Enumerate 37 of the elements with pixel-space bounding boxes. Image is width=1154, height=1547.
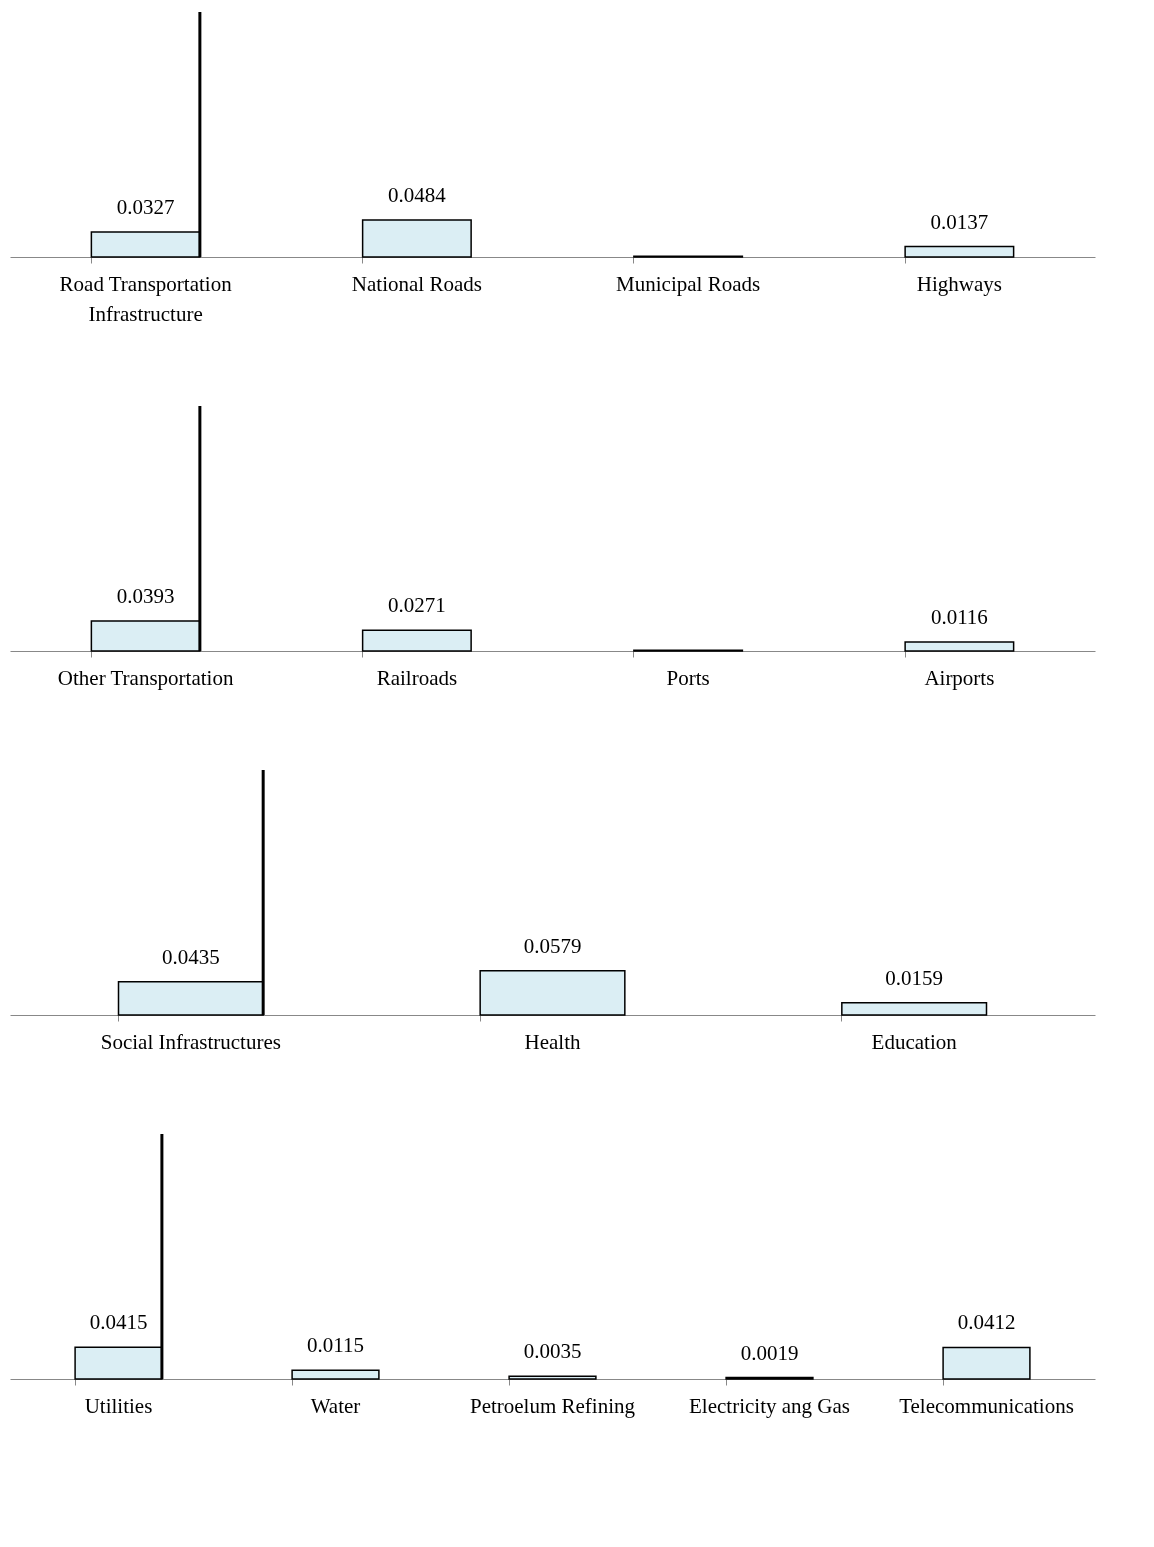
bar bbox=[361, 629, 472, 652]
x-tick-label: Airports bbox=[924, 665, 995, 690]
x-tick-label: Highways bbox=[916, 271, 1002, 296]
bar bbox=[291, 1369, 380, 1380]
data-label: 0.0327 bbox=[116, 194, 175, 219]
data-label: 0.0484 bbox=[388, 182, 447, 207]
data-label: 0.0415 bbox=[89, 1310, 148, 1335]
data-label: 0.0579 bbox=[523, 933, 582, 958]
data-label: 0.0159 bbox=[885, 965, 944, 990]
x-tick-label: Other Transportation bbox=[57, 665, 234, 690]
x-tick-label: Electricity ang Gas bbox=[689, 1393, 850, 1418]
x-tick-label: National Roads bbox=[351, 271, 482, 296]
x-tick-label: Utilities bbox=[84, 1393, 153, 1418]
bar bbox=[904, 641, 1015, 652]
x-tick-label: Road Transportation Infrastructure bbox=[59, 271, 233, 326]
data-label: 0.0035 bbox=[523, 1339, 582, 1364]
x-tick-label: Education bbox=[871, 1029, 958, 1054]
bar bbox=[904, 245, 1015, 258]
data-label: 0.0393 bbox=[116, 583, 175, 608]
x-tick-label: Ports bbox=[666, 665, 710, 690]
x-tick-label: Health bbox=[524, 1029, 581, 1054]
data-label: 0.0115 bbox=[307, 1333, 364, 1358]
data-label: 0.0019 bbox=[740, 1340, 799, 1365]
data-label: 0.0412 bbox=[957, 1310, 1016, 1335]
bar bbox=[942, 1346, 1031, 1380]
data-label: 0.0137 bbox=[930, 209, 989, 234]
x-tick-label: Social Infrastructures bbox=[100, 1029, 281, 1054]
bar bbox=[361, 219, 472, 258]
x-tick-label: Petroelum Refining bbox=[469, 1393, 636, 1418]
data-label: 0.0116 bbox=[930, 605, 988, 630]
x-tick-label: Water bbox=[310, 1393, 361, 1418]
x-tick-label: Municipal Roads bbox=[616, 271, 761, 296]
data-label: 0.0435 bbox=[161, 944, 220, 969]
x-tick-label: Telecommunications bbox=[899, 1393, 1074, 1418]
x-tick-label: Railroads bbox=[376, 665, 458, 690]
data-label: 0.0271 bbox=[388, 593, 446, 618]
bar bbox=[508, 1375, 597, 1380]
